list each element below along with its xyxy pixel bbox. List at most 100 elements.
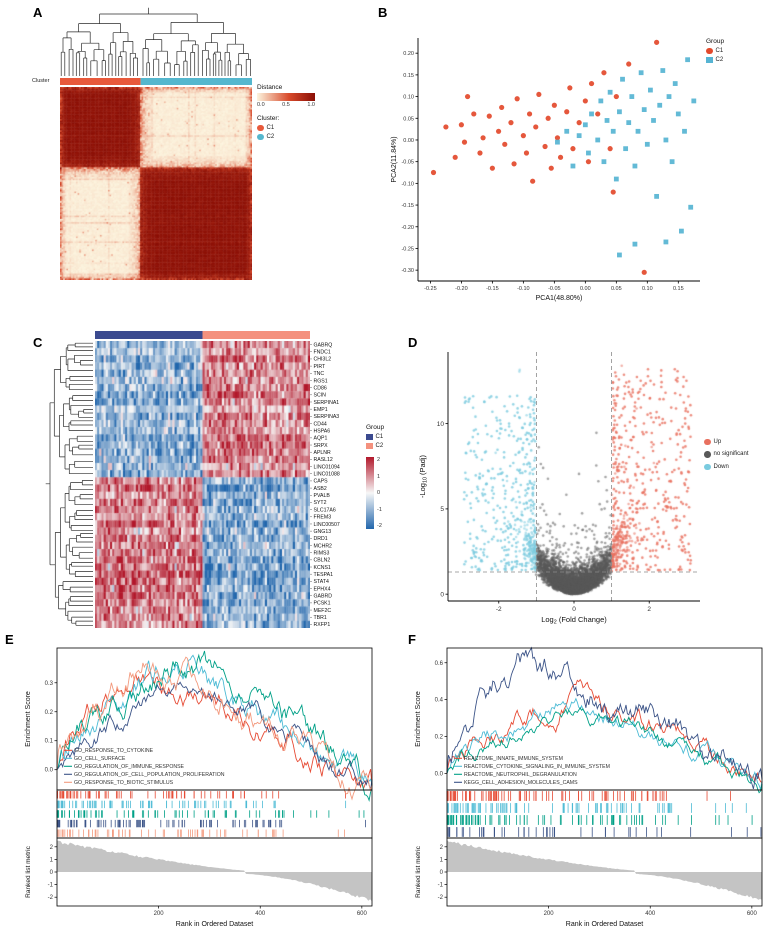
consensus-legend: Distance 0.0 0.5 1.0 Cluster: C1 C2	[257, 84, 315, 140]
svg-text:APLNR: APLNR	[314, 450, 332, 456]
svg-text:1: 1	[50, 857, 54, 863]
svg-text:HSPA6: HSPA6	[314, 428, 331, 434]
svg-text:KEGG_CELL_ADHESION_MOLECULES_C: KEGG_CELL_ADHESION_MOLECULES_CAMS	[464, 780, 578, 786]
svg-text:TBR1: TBR1	[314, 615, 327, 621]
svg-text:AQP1: AQP1	[314, 436, 328, 442]
panel-a-label: A	[33, 5, 43, 20]
panel-b-pca-plot: -0.25 -0.20 -0.15 -0.10 -0.05 0.00 0.05 0.10 0.1…	[391, 38, 700, 302]
svg-text:Ranked list metric: Ranked list metric	[415, 845, 422, 897]
svg-text:-1: -1	[48, 883, 54, 889]
svg-text:-0.20: -0.20	[455, 286, 468, 292]
svg-text:FREM3: FREM3	[314, 515, 332, 521]
expression-legend: Group C1 C2 2 1 0 -1 -2	[366, 424, 384, 529]
svg-text:10: 10	[437, 421, 445, 428]
svg-text:TNC: TNC	[314, 371, 325, 377]
svg-text:-0.25: -0.25	[401, 246, 414, 252]
legend-item: no significant	[704, 451, 749, 458]
up-swatch	[704, 438, 711, 445]
svg-text:0.2: 0.2	[435, 735, 444, 741]
svg-text:0.10: 0.10	[403, 95, 414, 101]
svg-text:CAPS: CAPS	[314, 479, 329, 485]
svg-text:-0.25: -0.25	[424, 286, 437, 292]
svg-text:MCHR2: MCHR2	[314, 543, 333, 549]
scale-tick-m1: -1	[377, 506, 382, 513]
svg-text:600: 600	[357, 911, 368, 917]
svg-text:0.3: 0.3	[45, 681, 54, 687]
svg-text:RGS1: RGS1	[314, 378, 328, 384]
up-label: Up	[713, 438, 722, 445]
svg-text:-0.10: -0.10	[517, 286, 530, 292]
scale-tick-0: 0	[377, 490, 381, 496]
svg-text:LINC01094: LINC01094	[314, 464, 340, 470]
svg-text:PCSK1: PCSK1	[314, 601, 331, 607]
nosig-label: no significant	[713, 451, 749, 458]
cluster-legend-title: Cluster:	[257, 115, 280, 122]
svg-text:GABRQ: GABRQ	[314, 342, 333, 348]
svg-text:STAT4: STAT4	[314, 579, 329, 585]
svg-text:-0.10: -0.10	[401, 181, 414, 187]
svg-text:-0.05: -0.05	[401, 160, 414, 166]
consensus-matrix-heatmap	[60, 87, 252, 280]
c2-point-swatch	[706, 56, 713, 63]
group-c1-label: C1	[375, 433, 384, 440]
svg-text:0.05: 0.05	[403, 116, 414, 122]
svg-text:GO_REGULATION_OF_CELL_POPULATI: GO_REGULATION_OF_CELL_POPULATION_PROLIFE…	[74, 772, 225, 778]
svg-text:-2: -2	[48, 895, 54, 901]
svg-text:0.05: 0.05	[611, 286, 622, 292]
scale-tick-1: 1	[377, 473, 381, 480]
svg-text:0.15: 0.15	[403, 73, 414, 79]
svg-text:2: 2	[647, 606, 651, 613]
svg-text:0.1: 0.1	[45, 739, 54, 745]
c2-swatch	[257, 133, 264, 140]
svg-text:DRD1: DRD1	[314, 536, 328, 542]
scale-tick-2: 2	[377, 457, 381, 463]
svg-text:CD86: CD86	[314, 385, 327, 391]
down-swatch	[704, 463, 711, 470]
svg-text:0.2: 0.2	[45, 710, 54, 716]
legend-item: Up	[704, 438, 749, 445]
svg-text:0: 0	[440, 870, 444, 876]
c2-label: C2	[266, 133, 275, 140]
svg-text:Enrichment Score: Enrichment Score	[415, 691, 422, 747]
svg-text:1: 1	[440, 857, 444, 863]
svg-text:0: 0	[572, 606, 576, 613]
svg-text:RXFP1: RXFP1	[314, 622, 331, 628]
distance-colorbar	[257, 93, 315, 101]
svg-text:-0.20: -0.20	[401, 225, 414, 231]
svg-text:2: 2	[50, 845, 54, 851]
legend-item: Down	[704, 463, 749, 470]
cluster-annotation-label: Cluster	[32, 78, 50, 84]
c1-label: C1	[266, 124, 275, 131]
svg-text:-0.15: -0.15	[401, 203, 414, 209]
svg-text:MEF2C: MEF2C	[314, 608, 332, 614]
group-c2-label: C2	[375, 442, 384, 449]
c1-swatch	[257, 124, 264, 131]
expression-colorbar: 2 1 0 -1 -2	[366, 457, 384, 529]
svg-text:PIRT: PIRT	[314, 364, 327, 370]
svg-text:Rank in Ordered Dataset: Rank in Ordered Dataset	[176, 921, 253, 928]
svg-text:200: 200	[154, 911, 165, 917]
svg-text:CHI3L2: CHI3L2	[314, 357, 332, 363]
group-legend-title: Group	[366, 424, 385, 431]
panel-b-label: B	[378, 5, 388, 20]
svg-text:0.4: 0.4	[435, 698, 444, 704]
panel-f-label: F	[408, 632, 416, 647]
svg-text:GO_CELL_SURFACE: GO_CELL_SURFACE	[74, 756, 126, 762]
svg-text:5: 5	[440, 506, 444, 513]
c2-label: C2	[715, 56, 724, 63]
ranked-metric-area	[57, 840, 372, 902]
svg-text:Log2 (Fold Change): Log2 (Fold Change)	[541, 615, 607, 626]
ranked-metric-area	[447, 840, 762, 900]
panel-e-label: E	[5, 632, 14, 647]
svg-text:0.15: 0.15	[673, 286, 684, 292]
svg-text:-0.15: -0.15	[486, 286, 499, 292]
svg-text:GNG13: GNG13	[314, 529, 332, 535]
svg-text:SERPINA3: SERPINA3	[314, 414, 340, 420]
svg-text:SYT2: SYT2	[314, 500, 327, 506]
svg-text:0.00: 0.00	[403, 138, 414, 144]
svg-text:0.0: 0.0	[435, 771, 444, 777]
pca-legend-title: Group	[706, 38, 725, 45]
svg-text:600: 600	[747, 911, 758, 917]
svg-text:EMP1: EMP1	[314, 407, 328, 413]
svg-text:LINC00507: LINC00507	[314, 522, 340, 528]
